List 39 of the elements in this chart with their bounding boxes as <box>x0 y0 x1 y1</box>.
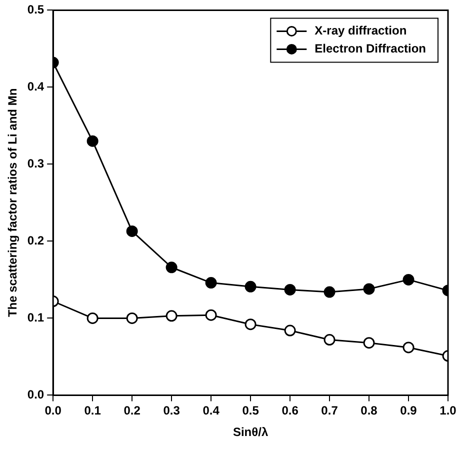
point <box>86 135 98 147</box>
y-tick-label: 0.5 <box>27 2 44 17</box>
point <box>363 337 375 349</box>
x-tick-label: 0.4 <box>202 404 220 418</box>
y-tick-label: 0.3 <box>27 156 44 171</box>
point <box>402 274 414 286</box>
x-tick-label: 0.1 <box>84 404 102 418</box>
point <box>363 283 375 295</box>
point <box>284 324 296 336</box>
point <box>402 342 414 354</box>
legend-label: Electron Diffraction <box>314 42 426 56</box>
x-axis-title: Sinθ/λ <box>232 425 268 440</box>
point <box>126 225 138 237</box>
y-tick-label: 0.2 <box>27 234 44 248</box>
x-tick-label: 0.5 <box>242 404 260 418</box>
x-tick-label: 0.8 <box>360 404 378 418</box>
legend-label: X-ray diffraction <box>314 24 407 38</box>
x-tick-label: 0.7 <box>321 404 338 418</box>
point <box>86 312 98 324</box>
y-tick-label: 0.1 <box>27 310 44 325</box>
point <box>324 334 336 346</box>
point <box>324 286 336 298</box>
point <box>205 309 217 321</box>
y-axis-title: The scattering factor ratios of Li and Mn <box>6 88 20 318</box>
point <box>166 262 178 274</box>
x-tick-label: 0.6 <box>282 404 299 418</box>
x-tick-label: 0.2 <box>124 404 141 418</box>
x-tick-label: 1.0 <box>440 404 457 418</box>
point <box>244 318 256 330</box>
y-tick-label: 0.4 <box>27 80 44 94</box>
point <box>126 312 138 324</box>
point <box>284 284 296 296</box>
x-tick-label: 0.0 <box>44 404 62 418</box>
y-tick-label: 0.0 <box>27 388 44 402</box>
point <box>166 310 178 322</box>
point <box>205 277 217 289</box>
x-tick-label: 0.3 <box>163 404 180 418</box>
x-tick-label: 0.9 <box>400 404 418 418</box>
point <box>244 280 256 292</box>
